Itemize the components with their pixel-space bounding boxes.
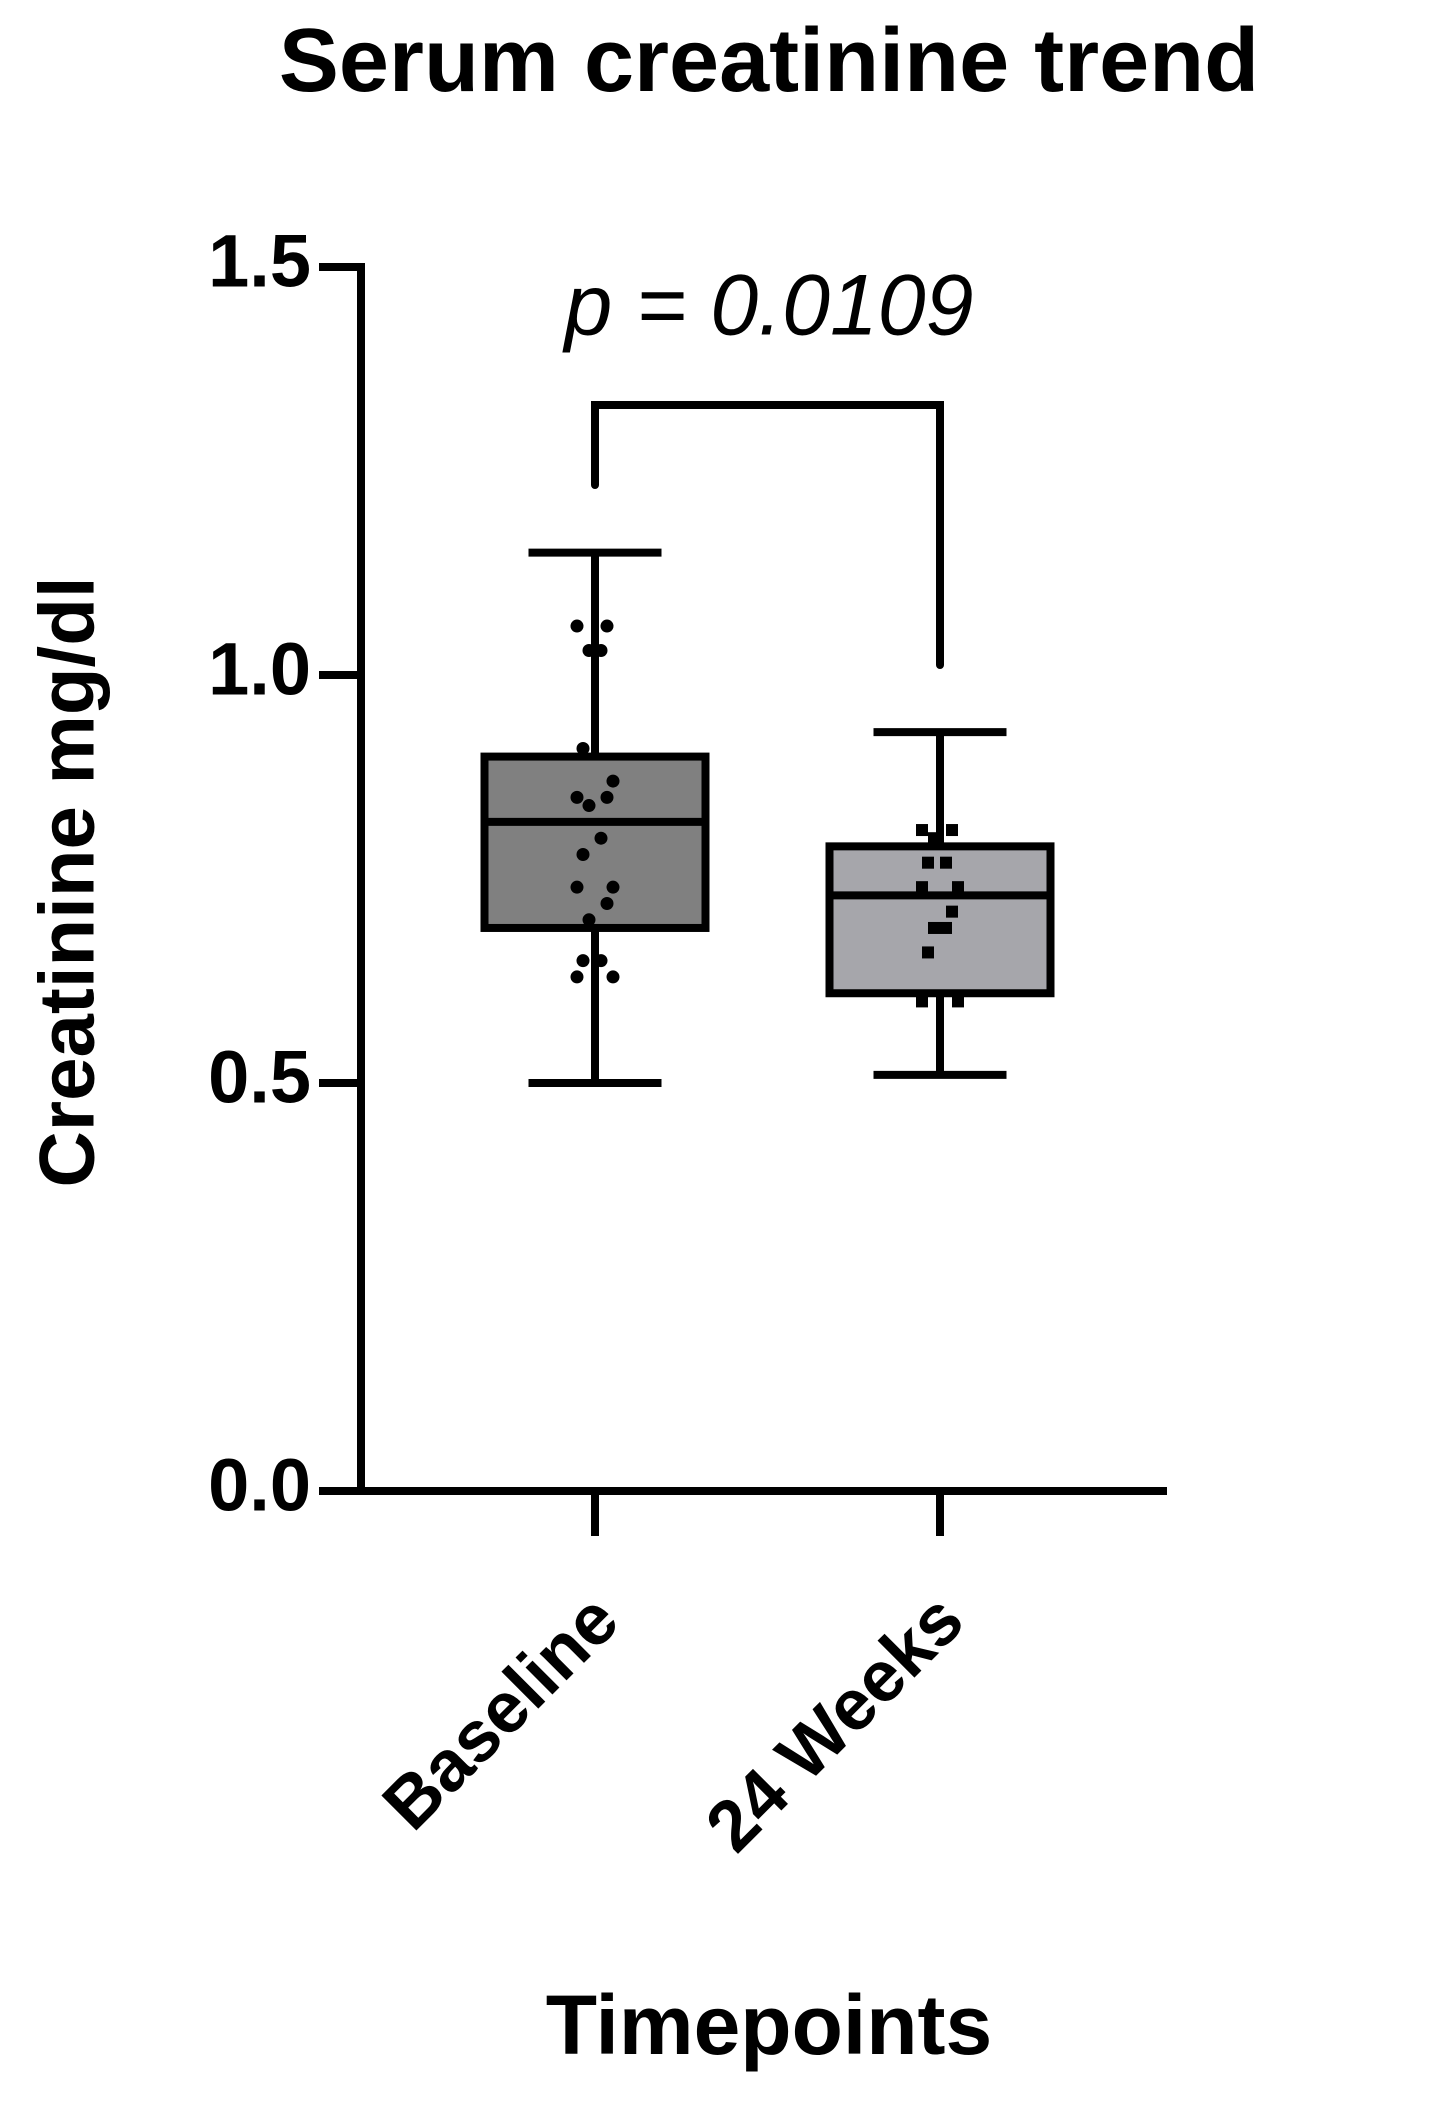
y-tick-label: 0.5 — [208, 1036, 311, 1119]
data-point — [600, 790, 614, 804]
data-point — [946, 905, 958, 918]
data-point — [576, 741, 590, 755]
significance-bracket — [591, 401, 944, 669]
data-point — [946, 824, 958, 837]
data-point — [916, 824, 928, 837]
data-point — [582, 913, 596, 927]
data-point — [594, 954, 608, 968]
y-tick-label: 0.0 — [208, 1444, 311, 1527]
y-tick-label: 1.5 — [208, 220, 311, 303]
data-point — [922, 856, 934, 869]
data-point — [940, 856, 952, 869]
data-point — [952, 995, 964, 1008]
data-point — [594, 831, 608, 845]
data-point — [606, 970, 620, 984]
data-point — [600, 896, 614, 910]
data-point — [594, 644, 608, 658]
data-point — [576, 848, 590, 862]
x-tick-label: Baseline — [368, 1579, 634, 1845]
data-point — [570, 619, 584, 633]
box — [825, 842, 1055, 998]
data-point — [952, 881, 964, 894]
data-point — [570, 880, 584, 894]
data-point — [582, 799, 596, 813]
data-point — [576, 954, 590, 968]
data-point — [916, 881, 928, 894]
data-point — [928, 832, 940, 845]
data-point — [570, 790, 584, 804]
data-point — [582, 644, 596, 658]
box — [480, 752, 710, 932]
data-point — [570, 970, 584, 984]
data-point — [928, 921, 940, 934]
y-axis-label: Creatinine mg/dl — [23, 576, 111, 1187]
data-point — [940, 921, 952, 934]
p-value-annotation: p = 0.0109 — [562, 258, 974, 354]
data-point — [916, 995, 928, 1008]
data-point — [922, 946, 934, 959]
data-point — [600, 619, 614, 633]
y-tick-label: 1.0 — [208, 628, 311, 711]
x-tick-label: 24 Weeks — [691, 1579, 979, 1867]
data-point — [606, 880, 620, 894]
chart-title: Serum creatinine trend — [279, 11, 1259, 111]
data-point — [606, 774, 620, 788]
x-axis-label: Timepoints — [546, 1978, 993, 2072]
